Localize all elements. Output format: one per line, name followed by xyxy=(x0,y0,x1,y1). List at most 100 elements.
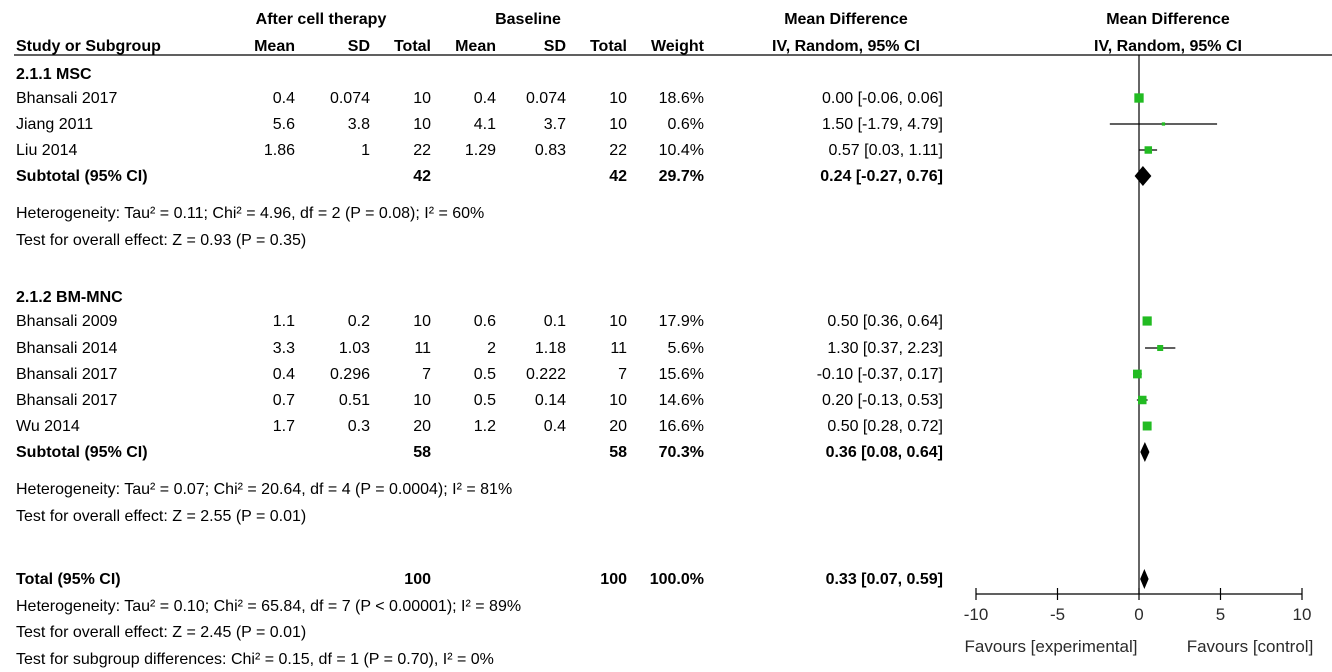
sd1-header: SD xyxy=(348,38,370,55)
study-n2: 10 xyxy=(609,392,627,409)
study-name: Bhansali 2017 xyxy=(16,90,118,107)
total-overall-effect-text: Test for overall effect: Z = 2.45 (P = 0… xyxy=(16,624,306,641)
overall-effect-text: Test for overall effect: Z = 2.55 (P = 0… xyxy=(16,508,306,525)
subtotal-weight: 29.7% xyxy=(659,168,704,185)
study-mean2: 0.5 xyxy=(474,366,496,383)
study-n2: 7 xyxy=(618,366,627,383)
study-n1: 11 xyxy=(414,340,431,357)
study-weight: 10.4% xyxy=(659,142,704,159)
study-ci: -0.10 [-0.37, 0.17] xyxy=(817,366,943,383)
study-sd1: 3.8 xyxy=(348,116,370,133)
study-n2: 10 xyxy=(609,116,627,133)
weight-header: Weight xyxy=(651,38,705,55)
study-mean2: 0.5 xyxy=(474,392,496,409)
subtotal-n1: 58 xyxy=(413,444,431,461)
study-sd2: 0.222 xyxy=(526,366,566,383)
study-ci: 0.50 [0.36, 0.64] xyxy=(827,313,943,330)
study-sd2: 3.7 xyxy=(544,116,566,133)
pooled-diamond xyxy=(1140,442,1150,462)
plot-area: -10 -5 0 5 10 Favours [experimental] Favours [… xyxy=(964,55,1314,656)
total-heterogeneity-text: Heterogeneity: Tau² = 0.10; Chi² = 65.84… xyxy=(16,598,521,615)
subgroup-title: 2.1.2 BM-MNC xyxy=(16,289,123,306)
subtotal-label: Subtotal (95% CI) xyxy=(16,444,148,461)
study-mean1: 1.86 xyxy=(264,142,295,159)
study-ci: 0.50 [0.28, 0.72] xyxy=(827,418,943,435)
study-sd2: 0.14 xyxy=(535,392,566,409)
study-sd2: 1.18 xyxy=(535,340,566,357)
effect-marker xyxy=(1133,369,1142,379)
study-n2: 11 xyxy=(610,340,627,357)
study-name: Wu 2014 xyxy=(16,418,80,435)
study-ci: 0.00 [-0.06, 0.06] xyxy=(822,90,943,107)
study-mean2: 0.6 xyxy=(474,313,496,330)
study-n1: 10 xyxy=(413,313,431,330)
effect-marker xyxy=(1144,146,1153,154)
study-mean2: 1.29 xyxy=(465,142,496,159)
study-n1: 22 xyxy=(413,142,431,159)
group1-header: After cell therapy xyxy=(256,11,387,28)
heterogeneity-text: Heterogeneity: Tau² = 0.11; Chi² = 4.96,… xyxy=(16,205,484,222)
study-n1: 20 xyxy=(413,418,431,435)
study-sd1: 1 xyxy=(361,142,370,159)
study-weight: 5.6% xyxy=(668,340,704,357)
study-n2: 10 xyxy=(609,90,627,107)
study-n2: 20 xyxy=(609,418,627,435)
study-mean1: 0.4 xyxy=(273,366,295,383)
x-tick-label: -10 xyxy=(964,605,989,624)
study-name: Bhansali 2014 xyxy=(16,340,118,357)
study-sd1: 0.3 xyxy=(348,418,370,435)
subtotal-n2: 58 xyxy=(609,444,627,461)
total-n2: 100 xyxy=(600,571,627,588)
subtotal-n1: 42 xyxy=(413,168,431,185)
study-mean1: 1.1 xyxy=(273,313,295,330)
study-sd1: 0.296 xyxy=(330,366,370,383)
total-ci: 0.33 [0.07, 0.59] xyxy=(826,571,943,588)
study-ci: 1.50 [-1.79, 4.79] xyxy=(822,116,943,133)
md-column-header: Mean Difference xyxy=(784,11,908,28)
heterogeneity-text: Heterogeneity: Tau² = 0.07; Chi² = 20.64… xyxy=(16,481,512,498)
study-ci: 1.30 [0.37, 2.23] xyxy=(827,340,943,357)
study-n1: 7 xyxy=(422,366,431,383)
study-weight: 14.6% xyxy=(659,392,704,409)
subtotal-ci: 0.24 [-0.27, 0.76] xyxy=(820,168,943,185)
subgroup-differences-text: Test for subgroup differences: Chi² = 0.… xyxy=(16,651,494,668)
favours-right-label: Favours [control] xyxy=(1187,637,1314,656)
study-mean1: 0.7 xyxy=(273,392,295,409)
effect-marker xyxy=(1142,421,1152,431)
mean1-header: Mean xyxy=(254,38,295,55)
study-sd1: 1.03 xyxy=(339,340,370,357)
plot-column-header: Mean Difference xyxy=(1106,11,1230,28)
x-tick-label: 10 xyxy=(1293,605,1312,624)
study-n1: 10 xyxy=(413,392,431,409)
study-weight: 16.6% xyxy=(659,418,704,435)
study-mean1: 3.3 xyxy=(273,340,295,357)
study-sd2: 0.074 xyxy=(526,90,566,107)
study-name: Jiang 2011 xyxy=(16,116,93,133)
study-sd1: 0.2 xyxy=(348,313,370,330)
study-weight: 15.6% xyxy=(659,366,704,383)
total-n1: 100 xyxy=(404,571,431,588)
study-sd2: 0.83 xyxy=(535,142,566,159)
method-header: IV, Random, 95% CI xyxy=(772,38,920,55)
overall-effect-text: Test for overall effect: Z = 0.93 (P = 0… xyxy=(16,232,306,249)
study-mean1: 0.4 xyxy=(273,90,295,107)
study-mean2: 1.2 xyxy=(474,418,496,435)
x-tick-label: 5 xyxy=(1216,605,1225,624)
study-column-header: Study or Subgroup xyxy=(16,38,161,55)
effect-marker xyxy=(1138,395,1147,405)
study-mean2: 4.1 xyxy=(474,116,496,133)
study-weight: 0.6% xyxy=(668,116,704,133)
subtotal-n2: 42 xyxy=(609,168,627,185)
subtotal-weight: 70.3% xyxy=(659,444,704,461)
x-tick-label: -5 xyxy=(1050,605,1065,624)
study-weight: 18.6% xyxy=(659,90,704,107)
study-n1: 10 xyxy=(413,116,431,133)
study-ci: 0.57 [0.03, 1.11] xyxy=(829,142,943,159)
subtotal-label: Subtotal (95% CI) xyxy=(16,168,148,185)
effect-marker xyxy=(1134,93,1144,103)
effect-marker xyxy=(1157,344,1164,352)
study-name: Bhansali 2017 xyxy=(16,392,118,409)
subtotal-ci: 0.36 [0.08, 0.64] xyxy=(826,444,943,461)
x-tick-label: 0 xyxy=(1134,605,1143,624)
study-sd2: 0.1 xyxy=(544,313,566,330)
